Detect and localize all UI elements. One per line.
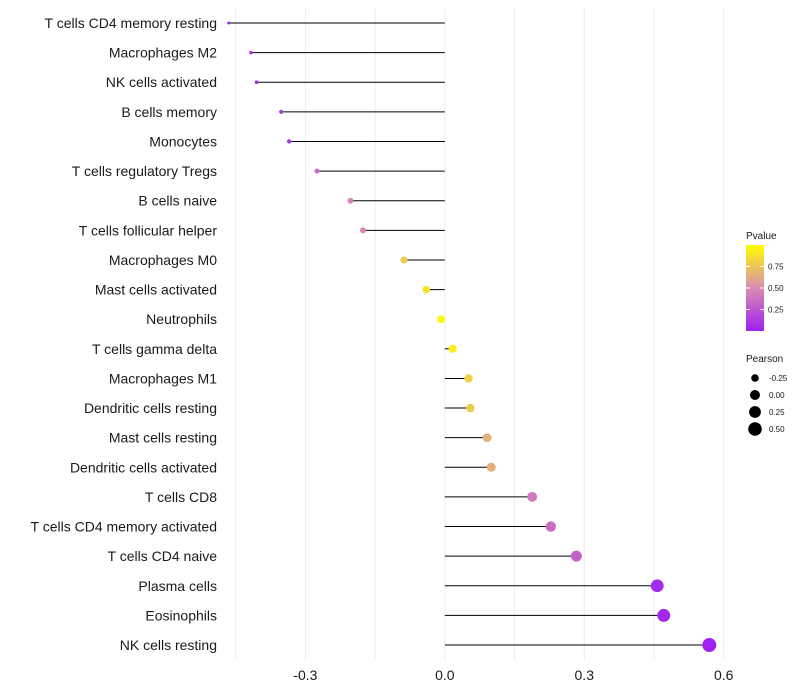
size-legend-label: 0.25 bbox=[769, 408, 785, 417]
category-label: Dendritic cells resting bbox=[84, 400, 217, 416]
lollipop-point bbox=[359, 227, 367, 234]
lollipop-point bbox=[254, 80, 259, 85]
lollipop-point bbox=[448, 344, 457, 353]
category-label: Macrophages M2 bbox=[109, 45, 217, 61]
size-legend-dot bbox=[749, 406, 761, 418]
pearson-legend-title: Pearson bbox=[746, 354, 783, 365]
size-legend-label: 0.00 bbox=[769, 391, 785, 400]
category-label: Neutrophils bbox=[146, 311, 217, 327]
lollipop-point bbox=[249, 50, 253, 55]
colorbar-tick-label: 0.50 bbox=[768, 284, 784, 293]
lollipop-point bbox=[279, 109, 284, 114]
category-label: T cells CD8 bbox=[145, 489, 217, 505]
category-label: B cells naive bbox=[138, 193, 217, 209]
pvalue-colorbar bbox=[746, 245, 764, 331]
category-label: Plasma cells bbox=[138, 578, 217, 594]
category-label: Macrophages M1 bbox=[109, 370, 217, 386]
lollipop-point bbox=[466, 403, 475, 413]
x-tick-label: 0.0 bbox=[435, 667, 455, 683]
lollipop-point bbox=[545, 521, 556, 532]
category-label: Macrophages M0 bbox=[109, 252, 217, 268]
x-axis-ticks: -0.3 0.0 0.3 0.6 bbox=[293, 667, 733, 683]
size-legend-dot bbox=[750, 390, 760, 400]
lollipop-point bbox=[570, 550, 582, 562]
category-label: T cells regulatory Tregs bbox=[72, 163, 217, 179]
size-legend-dot bbox=[751, 374, 759, 382]
lollipop-point bbox=[227, 21, 231, 25]
category-label: B cells memory bbox=[121, 104, 217, 120]
lollipop-point bbox=[650, 579, 664, 593]
grid-lines bbox=[235, 8, 725, 660]
lollipop-point bbox=[486, 462, 496, 472]
lollipop-point bbox=[657, 608, 671, 622]
lollipop-point bbox=[482, 433, 492, 443]
pvalue-legend-title: Pvalue bbox=[746, 231, 777, 242]
lollipop-point bbox=[437, 315, 446, 324]
x-tick-label: 0.3 bbox=[575, 667, 595, 683]
category-label: T cells gamma delta bbox=[92, 341, 217, 357]
category-label: T cells CD4 memory activated bbox=[31, 519, 217, 535]
category-label: Eosinophils bbox=[145, 607, 217, 623]
x-tick-label: 0.6 bbox=[714, 667, 734, 683]
lollipop-point bbox=[286, 139, 292, 144]
lollipop-point bbox=[464, 374, 473, 383]
lollipop-point bbox=[347, 197, 354, 204]
category-labels: T cells CD4 memory resting Macrophages M2… bbox=[31, 15, 218, 653]
size-legend-label: 0.50 bbox=[769, 425, 785, 434]
category-label: Mast cells resting bbox=[109, 430, 217, 446]
category-label: NK cells resting bbox=[120, 637, 217, 653]
lollipop-point bbox=[422, 285, 430, 294]
colorbar-tick-label: 0.25 bbox=[768, 306, 784, 315]
pvalue-legend: Pvalue 0.25 0.50 0.75 bbox=[746, 231, 784, 331]
category-label: Mast cells activated bbox=[95, 282, 217, 298]
lollipop-point bbox=[702, 638, 717, 653]
category-label: T cells follicular helper bbox=[79, 222, 218, 238]
category-label: T cells CD4 naive bbox=[108, 548, 218, 564]
lollipop-points bbox=[227, 21, 717, 653]
lollipop-point bbox=[314, 168, 320, 174]
colorbar-tick-label: 0.75 bbox=[768, 263, 784, 272]
x-tick-label: -0.3 bbox=[293, 667, 317, 683]
category-label: NK cells activated bbox=[106, 74, 217, 90]
size-legend-dot bbox=[748, 422, 762, 436]
size-legend-label: -0.25 bbox=[769, 374, 788, 383]
pearson-legend: Pearson -0.25 0.00 0.25 0.50 bbox=[746, 354, 788, 436]
category-label: T cells CD4 memory resting bbox=[45, 15, 217, 31]
lollipop-point bbox=[400, 256, 408, 264]
category-label: Monocytes bbox=[149, 133, 217, 149]
lollipop-point bbox=[527, 491, 538, 502]
category-label: Dendritic cells activated bbox=[70, 459, 217, 475]
